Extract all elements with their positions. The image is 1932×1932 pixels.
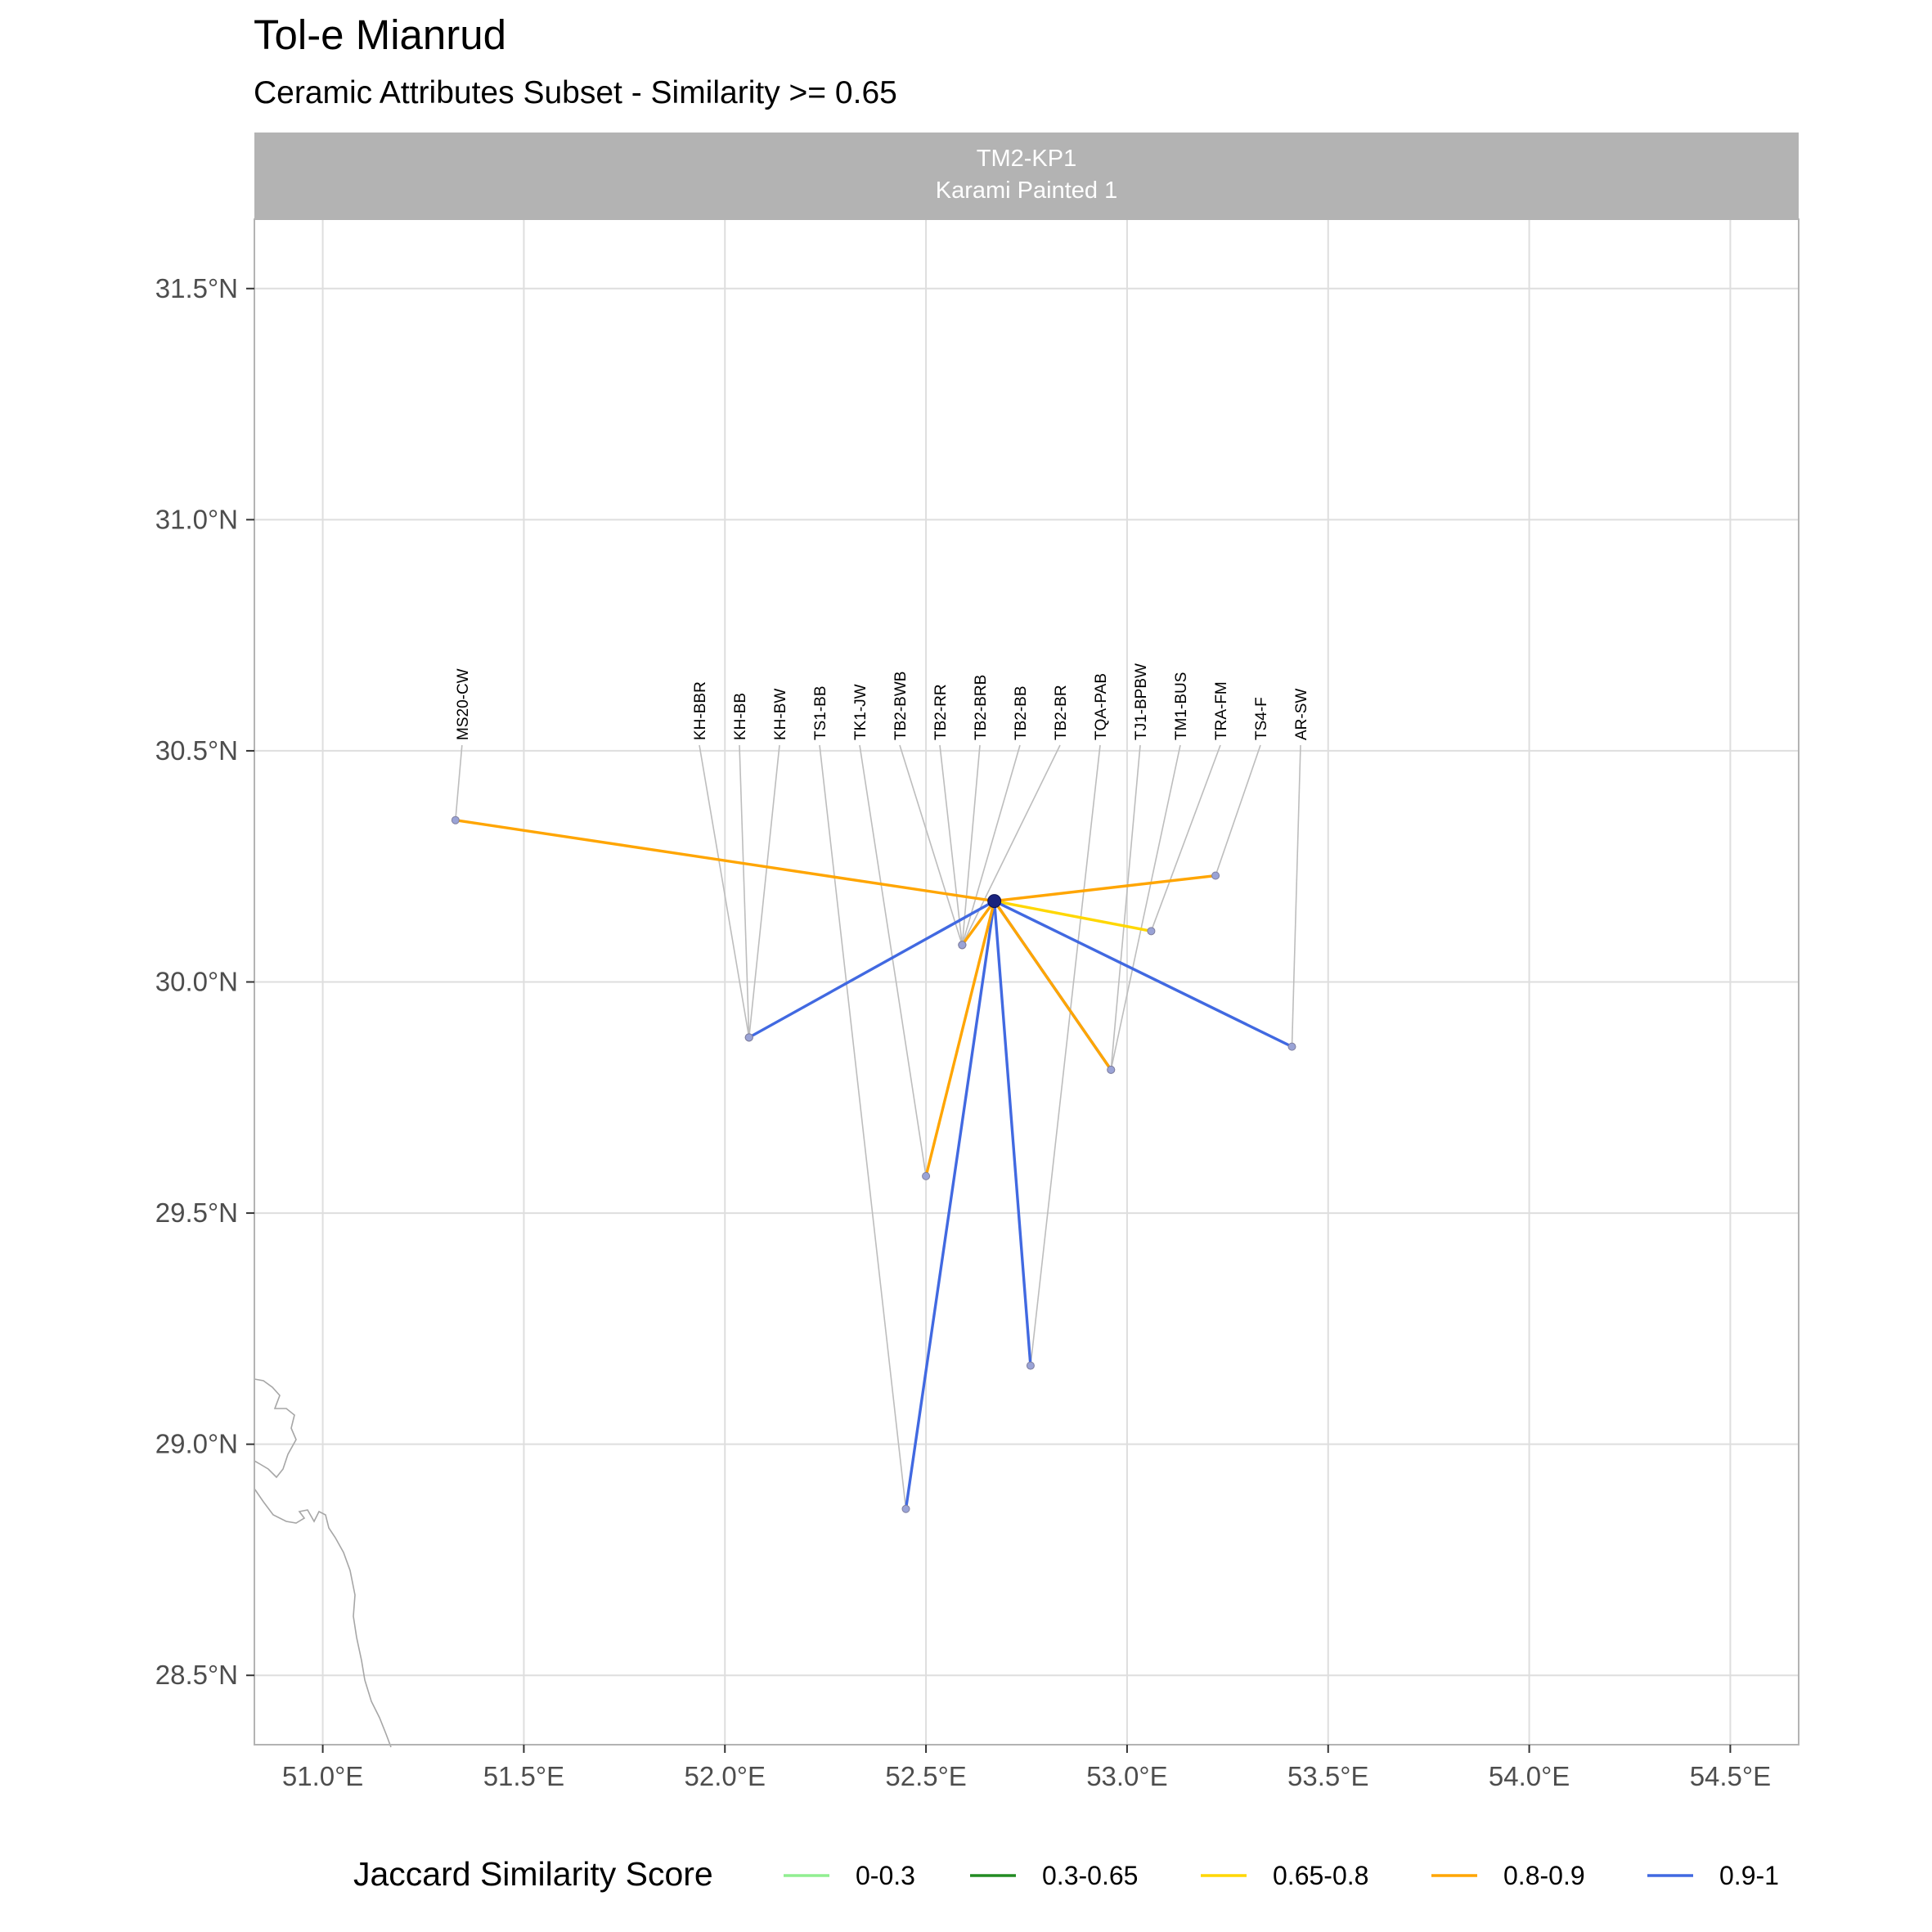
label-connector bbox=[819, 744, 907, 1509]
similarity-link bbox=[992, 901, 1032, 1366]
site-point bbox=[451, 815, 460, 824]
x-tick-label: 51.5°E bbox=[483, 1761, 564, 1791]
y-tick-label: 29.0°N bbox=[155, 1429, 238, 1459]
similarity-link bbox=[993, 900, 1293, 1049]
label-connector bbox=[739, 744, 750, 1038]
x-tick-label: 54.5°E bbox=[1690, 1761, 1771, 1791]
legend-title: Jaccard Similarity Score bbox=[353, 1855, 713, 1893]
y-tick-label: 31.0°N bbox=[155, 504, 238, 534]
label-connector bbox=[748, 744, 780, 1038]
y-tick-label: 30.0°N bbox=[155, 967, 238, 997]
x-tick-label: 53.5°E bbox=[1287, 1761, 1368, 1791]
legend: Jaccard Similarity Score 0-0.3 0.3-0.65 0.… bbox=[353, 1855, 1779, 1893]
site-label: TB2-BWB bbox=[892, 672, 910, 740]
chart-subtitle: Ceramic Attributes Subset - Similarity >… bbox=[254, 75, 897, 110]
x-axis: 51.0°E 51.5°E 52.0°E 52.5°E 53.0°E 53.5°E 54.0… bbox=[282, 1745, 1771, 1791]
site-label: TB2-RR bbox=[932, 684, 950, 740]
similarity-link bbox=[924, 901, 996, 1177]
site-label: TS1-BB bbox=[812, 685, 829, 740]
facet-strip-code: TM2-KP1 bbox=[977, 146, 1076, 172]
site-point bbox=[958, 941, 967, 950]
label-connector bbox=[1110, 744, 1181, 1071]
label-connector bbox=[961, 744, 1061, 946]
site-point bbox=[901, 1504, 910, 1513]
site-label: TM1-BUS bbox=[1173, 672, 1190, 740]
site-label: KH-BBR bbox=[692, 681, 709, 740]
similarity-link bbox=[994, 874, 1216, 903]
site-label: TK1-JW bbox=[852, 684, 869, 740]
site-label: MS20-CW bbox=[455, 668, 472, 740]
site-label: TB2-BRB bbox=[973, 675, 990, 740]
y-tick-label: 29.5°N bbox=[155, 1197, 238, 1228]
label-connectors bbox=[455, 744, 1301, 1509]
site-label: TRA-FM bbox=[1213, 681, 1230, 740]
x-tick-label: 54.0°E bbox=[1489, 1761, 1570, 1791]
site-point bbox=[1211, 871, 1220, 880]
site-label: KH-BB bbox=[732, 693, 749, 740]
similarity-link bbox=[455, 819, 995, 903]
similarity-link bbox=[748, 900, 995, 1039]
coastline-lower bbox=[254, 1488, 392, 1748]
similarity-link bbox=[994, 899, 1152, 933]
legend-item-label: 0.3-0.65 bbox=[1042, 1861, 1138, 1890]
similarity-link bbox=[960, 900, 996, 946]
site-point bbox=[1026, 1361, 1035, 1370]
site-label: TB2-BB bbox=[1013, 685, 1030, 740]
facet-strip-name: Karami Painted 1 bbox=[936, 177, 1117, 204]
legend-item-label: 0.9-1 bbox=[1719, 1861, 1779, 1890]
label-connector bbox=[1150, 744, 1221, 932]
site-label: AR-SW bbox=[1293, 689, 1310, 740]
label-connector bbox=[1030, 744, 1101, 1366]
label-connector bbox=[1110, 744, 1141, 1070]
site-label: TS4-F bbox=[1253, 697, 1270, 740]
y-axis: 28.5°N 29.0°N 29.5°N 30.0°N 30.5°N 31.0°N 31.5… bbox=[155, 273, 254, 1690]
site-points bbox=[451, 815, 1296, 1513]
legend-item-label: 0-0.3 bbox=[856, 1861, 915, 1890]
label-connector bbox=[455, 744, 463, 820]
coastline-upper bbox=[254, 1378, 297, 1479]
site-point bbox=[1107, 1065, 1116, 1074]
label-connector bbox=[961, 744, 981, 946]
label-connector bbox=[859, 744, 927, 1176]
facet-strip bbox=[254, 133, 1799, 219]
label-connector bbox=[939, 744, 964, 946]
similarity-link bbox=[993, 900, 1112, 1071]
label-connector bbox=[1291, 744, 1301, 1047]
x-tick-label: 53.0°E bbox=[1086, 1761, 1167, 1791]
similarity-link bbox=[904, 901, 996, 1510]
label-connector bbox=[1215, 744, 1261, 876]
y-tick-label: 30.5°N bbox=[155, 735, 238, 766]
legend-item-label: 0.8-0.9 bbox=[1503, 1861, 1585, 1890]
chart-title: Tol-e Mianrud bbox=[254, 11, 506, 58]
site-label: TB2-BR bbox=[1053, 685, 1070, 740]
similarity-links bbox=[455, 819, 1293, 1510]
site-point bbox=[1147, 927, 1156, 936]
site-label: TJ1-BPBW bbox=[1133, 663, 1150, 740]
site-point bbox=[1287, 1042, 1296, 1051]
label-connector bbox=[699, 744, 750, 1038]
x-tick-label: 52.0°E bbox=[685, 1761, 766, 1791]
site-labels: MS20-CW KH-BBR KH-BB KH-BW TS1-BB TK1-JW TB2-B… bbox=[455, 663, 1310, 740]
site-point bbox=[922, 1171, 931, 1180]
graticule-grid bbox=[254, 219, 1799, 1745]
focus-site-marker bbox=[987, 894, 1002, 909]
x-tick-label: 51.0°E bbox=[282, 1761, 363, 1791]
label-connector bbox=[961, 744, 1021, 946]
y-tick-label: 28.5°N bbox=[155, 1660, 238, 1690]
x-tick-label: 52.5°E bbox=[885, 1761, 966, 1791]
y-tick-label: 31.5°N bbox=[155, 273, 238, 303]
site-label: TQA-PAB bbox=[1093, 673, 1110, 740]
label-connector bbox=[899, 744, 964, 946]
site-point bbox=[744, 1033, 753, 1042]
site-label: KH-BW bbox=[772, 689, 789, 740]
legend-item-label: 0.65-0.8 bbox=[1273, 1861, 1368, 1890]
map-panel: MS20-CW KH-BBR KH-BB KH-BW TS1-BB TK1-JW TB2-B… bbox=[254, 218, 1799, 1748]
